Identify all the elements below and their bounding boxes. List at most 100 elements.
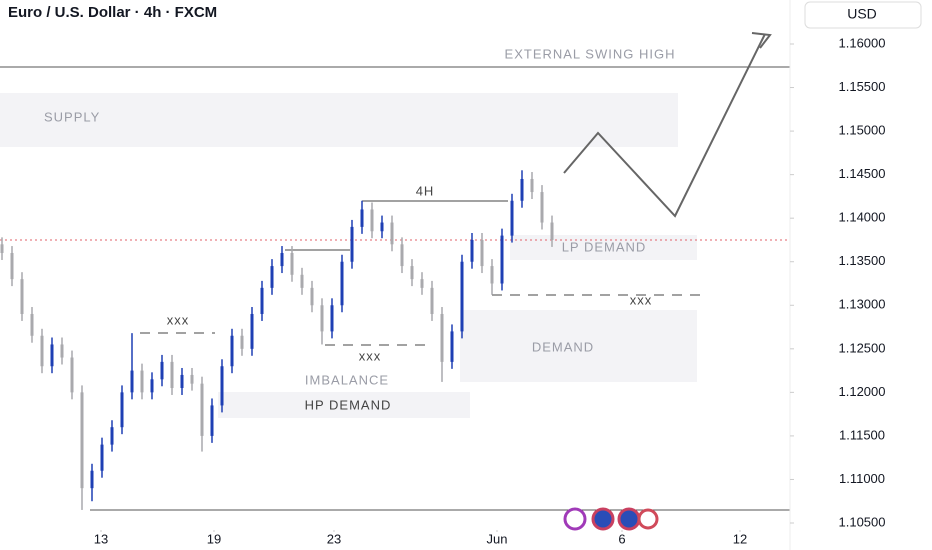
y-tick-label: 1.12000 xyxy=(839,384,886,399)
bar-body xyxy=(510,200,514,236)
bar-body xyxy=(100,444,104,471)
currency: USD xyxy=(847,6,877,22)
y-tick-label: 1.14500 xyxy=(839,166,886,181)
chart-title: Euro / U.S. Dollar · 4h · FXCM xyxy=(8,4,217,21)
hp-demand-label: HP DEMAND xyxy=(305,397,392,412)
y-tick-label: 1.14000 xyxy=(839,210,886,225)
hp-demand-zone xyxy=(218,392,470,418)
x-tick-label: Jun xyxy=(487,531,508,546)
4h-label: 4H xyxy=(416,183,435,198)
y-tick-label: 1.12500 xyxy=(839,340,886,355)
bar-body xyxy=(30,313,34,336)
bar-body xyxy=(400,244,404,267)
projection-path xyxy=(563,33,766,218)
bar-body xyxy=(370,209,374,232)
imbalance-label: IMBALANCE xyxy=(305,372,389,387)
bar-body xyxy=(380,222,384,232)
bar-body xyxy=(530,178,534,193)
bar-body xyxy=(410,266,414,280)
x-tick-label: 6 xyxy=(618,531,625,546)
y-tick-label: 1.13500 xyxy=(839,253,886,268)
y-tick-label: 1.11500 xyxy=(839,427,885,442)
bar-body xyxy=(480,239,484,267)
bar-body xyxy=(540,192,544,223)
x-tick-label: 23 xyxy=(327,531,341,546)
bar-body xyxy=(170,361,174,389)
supply-zone xyxy=(0,93,678,147)
badge xyxy=(563,507,587,531)
bar-body xyxy=(60,344,64,358)
bar-body xyxy=(460,261,464,332)
demand-label: DEMAND xyxy=(532,339,594,354)
projection-arrow xyxy=(751,32,772,49)
bar-body xyxy=(360,209,364,227)
bar-body xyxy=(110,427,114,445)
swing-high-label: EXTERNAL SWING HIGH xyxy=(505,46,676,61)
y-tick-label: 1.15000 xyxy=(839,123,886,138)
bar-body xyxy=(260,287,264,314)
bar-body xyxy=(220,366,224,406)
bar-body xyxy=(160,361,164,380)
demand-zone xyxy=(460,310,697,382)
bar-body xyxy=(120,392,124,428)
bar-body xyxy=(330,305,334,332)
bar-body xyxy=(290,253,294,275)
bar-body xyxy=(70,357,74,393)
bar-body xyxy=(130,370,134,393)
bar-body xyxy=(520,178,524,201)
bar-body xyxy=(10,253,14,280)
bar-body xyxy=(150,379,154,393)
bar-body xyxy=(40,335,44,367)
event-badges xyxy=(563,507,659,531)
xxx-label: xxx xyxy=(167,312,190,327)
bar-body xyxy=(490,266,494,284)
bar-body xyxy=(210,405,214,436)
x-tick-label: 12 xyxy=(733,531,747,546)
bar-body xyxy=(550,222,554,240)
y-tick-label: 1.11000 xyxy=(839,471,885,486)
bar-body xyxy=(270,266,274,288)
bar-body xyxy=(440,313,444,362)
bar-body xyxy=(250,313,254,349)
bar-body xyxy=(350,226,354,262)
bar-body xyxy=(320,305,324,332)
bar-body xyxy=(430,287,434,314)
zones xyxy=(0,32,790,511)
bar-body xyxy=(310,287,314,306)
y-tick-label: 1.16000 xyxy=(839,35,886,50)
bar-body xyxy=(50,344,54,367)
bar-body xyxy=(20,279,24,314)
bar-body xyxy=(0,244,4,254)
bar-body xyxy=(230,335,234,367)
x-tick-label: 19 xyxy=(207,531,221,546)
bar-body xyxy=(390,222,394,245)
bar-body xyxy=(80,392,84,489)
bar-body xyxy=(420,279,424,288)
xxx-label: xxx xyxy=(630,292,653,307)
bars xyxy=(0,170,554,510)
bar-body xyxy=(240,335,244,349)
badge xyxy=(617,507,641,531)
bar-body xyxy=(300,274,304,288)
bar-body xyxy=(500,235,504,284)
bar-body xyxy=(140,370,144,393)
xxx-label: xxx xyxy=(359,348,382,363)
bar-body xyxy=(90,470,94,489)
lp-demand-zone xyxy=(510,235,697,260)
y-tick-label: 1.15500 xyxy=(839,79,886,94)
bar-body xyxy=(280,253,284,267)
supply-label: SUPPLY xyxy=(44,109,100,124)
bar-body xyxy=(340,261,344,306)
bar-body xyxy=(180,374,184,389)
bar-body xyxy=(470,239,474,262)
currency-box xyxy=(804,1,922,29)
bar-body xyxy=(450,331,454,362)
bar-body xyxy=(200,383,204,436)
badge xyxy=(591,507,615,531)
y-tick-label: 1.10500 xyxy=(839,514,886,529)
lp-demand-label: LP DEMAND xyxy=(562,239,647,254)
badge xyxy=(637,508,659,530)
bar-body xyxy=(190,374,194,384)
x-tick-label: 13 xyxy=(94,531,108,546)
